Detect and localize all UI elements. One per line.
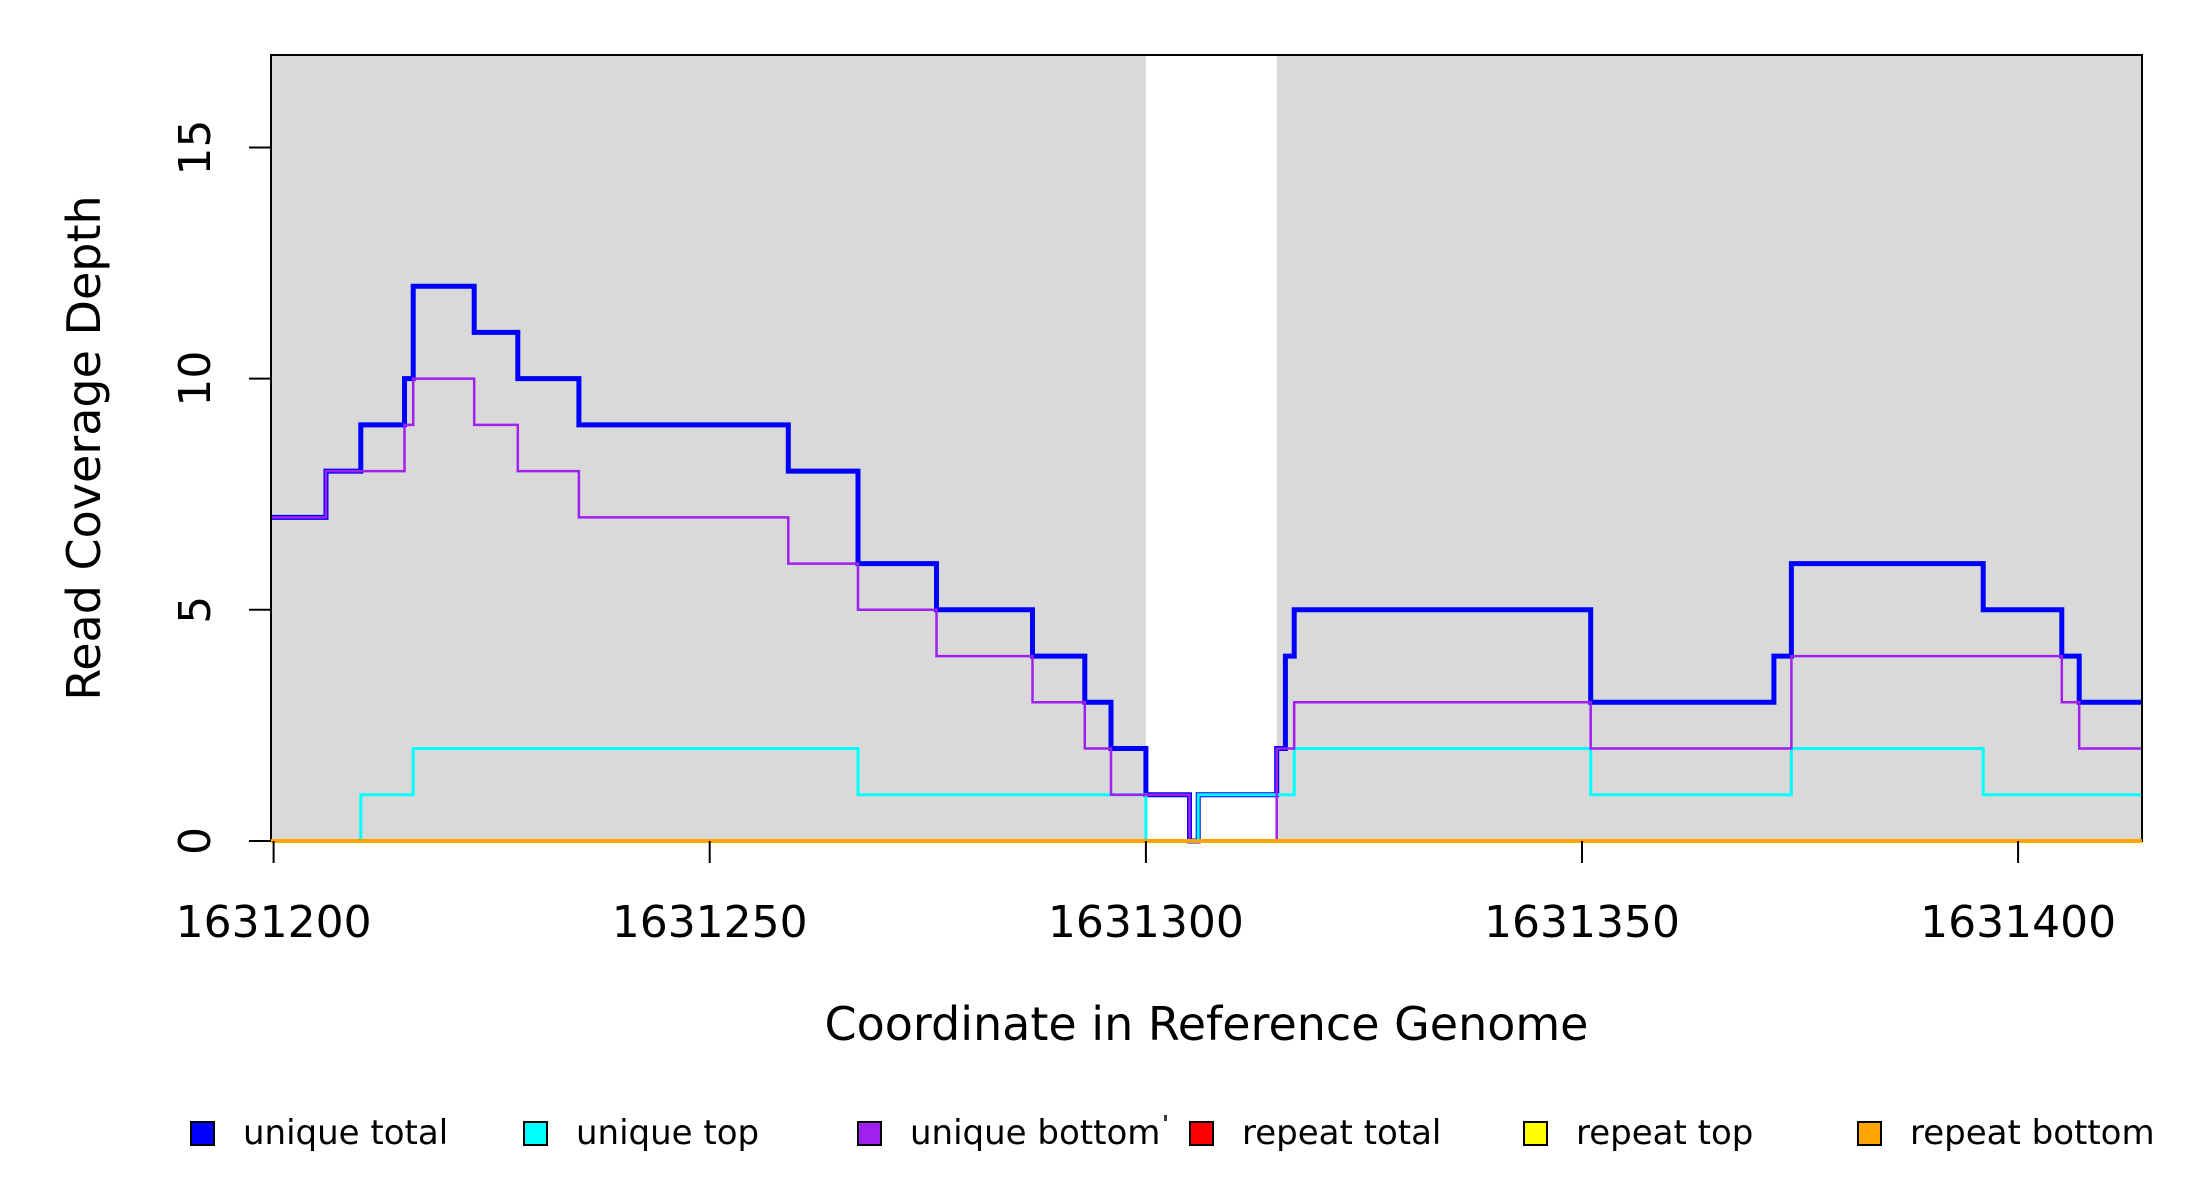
x-axis-tick-label: 1631350 [1484,897,1680,948]
legend-swatch-repeat-total [1189,1121,1214,1146]
legend-swatch-unique-top [523,1121,548,1146]
legend-label-unique-bottom: unique bottom [910,1113,1160,1153]
series-unique-top [271,747,2142,843]
legend-label-unique-total: unique total [243,1113,448,1153]
x-axis-tick-label: 1631400 [1920,897,2116,948]
series-unique-total [271,283,2142,844]
legend-label-repeat-top: repeat top [1576,1113,1753,1153]
legend-label-repeat-total: repeat total [1242,1113,1441,1153]
y-axis-tick-label: 15 [170,120,221,176]
y-axis-title: Read Coverage Depth [57,195,111,700]
y-axis-tick-label: 0 [170,827,221,855]
stray-mark [1164,1115,1167,1121]
shaded-region-left [271,55,1146,841]
legend-swatch-repeat-bottom [1857,1121,1882,1146]
series-unique-bottom [271,377,2142,843]
legend-label-repeat-bottom: repeat bottom [1910,1113,2155,1153]
y-axis-tick-label: 5 [170,596,221,624]
x-axis-title: Coordinate in Reference Genome [825,997,1589,1051]
legend-swatch-unique-bottom [857,1121,882,1146]
x-axis-tick-label: 1631300 [1048,897,1244,948]
legend-label-unique-top: unique top [576,1113,759,1153]
y-axis-tick-label: 10 [170,351,221,407]
legend-swatch-repeat-top [1523,1121,1548,1146]
legend-swatch-unique-total [190,1121,215,1146]
shaded-region-right [1276,55,2142,841]
x-axis-tick-label: 1631200 [176,897,372,948]
x-axis-tick-label: 1631250 [612,897,808,948]
